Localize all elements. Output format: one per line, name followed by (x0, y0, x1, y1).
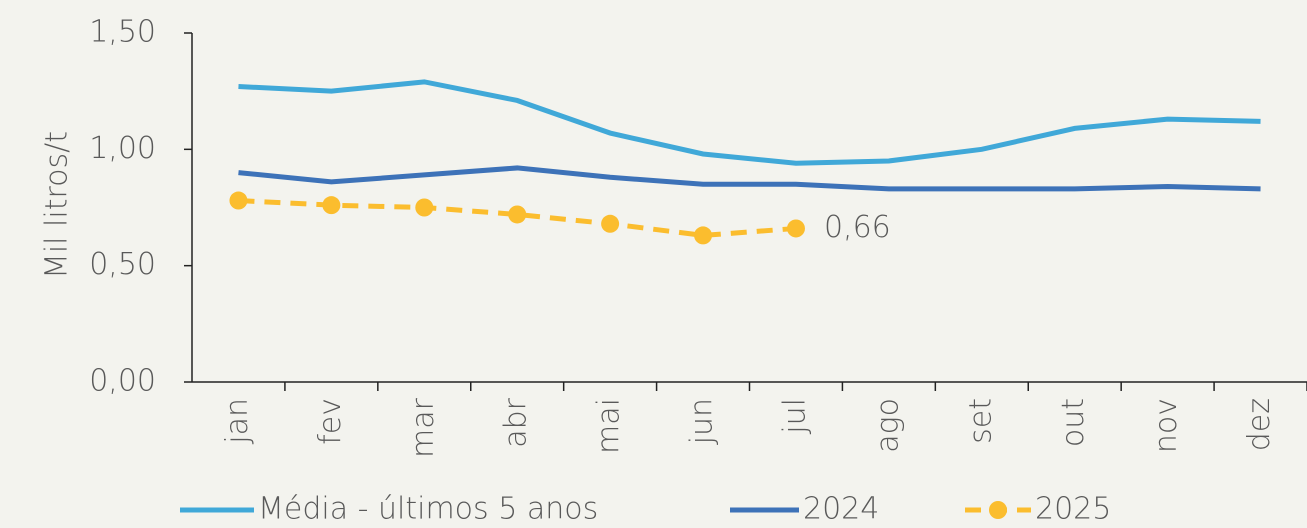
x-tick-label: nov (1149, 398, 1184, 453)
x-tick-label: mar (406, 397, 441, 458)
y-tick-label: 0,00 (89, 364, 156, 399)
x-tick-label: dez (1242, 398, 1277, 451)
series-marker (322, 196, 341, 215)
series-marker (508, 205, 527, 224)
series-line (238, 165, 1261, 192)
x-tick-label: jul (777, 398, 812, 435)
legend-label: Média - últimos 5 anos (258, 492, 598, 527)
data-label: 0,66 (824, 210, 891, 245)
y-tick-label: 0,50 (89, 247, 156, 282)
series-marker (694, 226, 713, 245)
series-marker (786, 219, 805, 238)
x-tick-label: set (963, 398, 998, 444)
y-tick-label: 1,50 (89, 15, 156, 50)
x-tick-label: jun (685, 398, 720, 445)
x-tick-label: ago (870, 398, 905, 453)
y-tick-label: 1,00 (89, 131, 156, 166)
x-tick-label: jan (220, 398, 255, 445)
x-tick-label: out (1056, 398, 1091, 447)
series-marker (229, 191, 248, 210)
series-marker (415, 198, 434, 217)
x-tick-label: mai (592, 398, 627, 454)
legend-label: 2025 (1035, 492, 1111, 527)
legend-label: 2024 (803, 492, 879, 527)
series-marker (601, 214, 620, 233)
x-tick-label: fev (313, 398, 348, 445)
legend-marker (989, 501, 1007, 519)
series-line (238, 79, 1261, 166)
x-tick-label: abr (499, 397, 534, 447)
y-axis-label: Mil litros/t (40, 131, 75, 279)
